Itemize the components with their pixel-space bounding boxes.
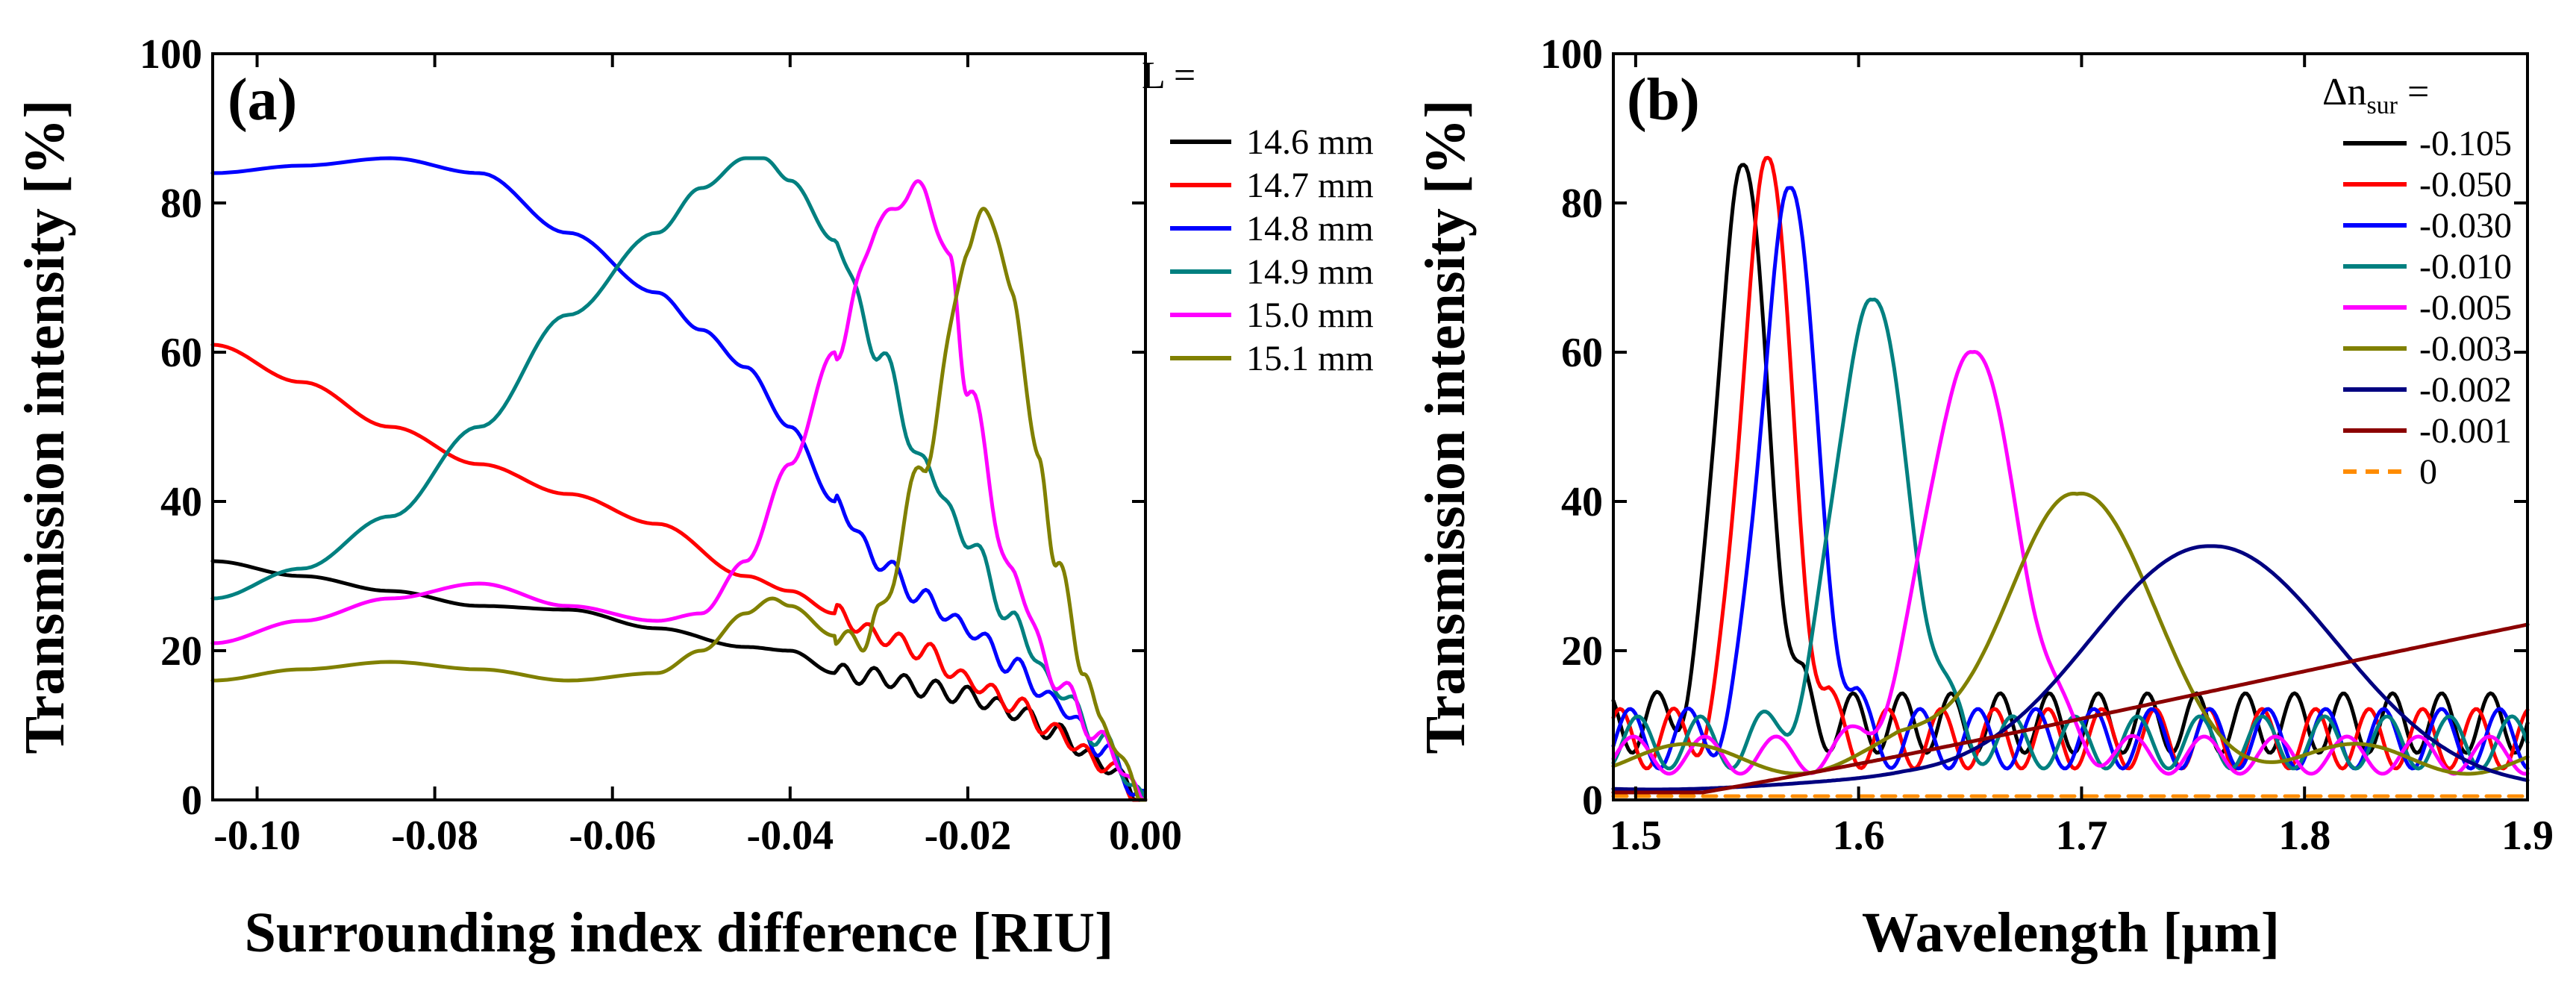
panel-b-y-tick-label: 20: [1561, 628, 1603, 675]
panel-b-legend: Δnsur = -0.105-0.050-0.030-0.010-0.005-0…: [2322, 71, 2512, 492]
panel-a-y-tick-label: 100: [140, 31, 202, 78]
panel-a-x-tick-label: -0.02: [925, 813, 1012, 859]
panel-b-legend-title-sub: sur: [2366, 92, 2398, 119]
panel-a-series-line: [210, 343, 1148, 802]
panel-a-y-axis-title: Transmission intensity [%]: [13, 100, 76, 754]
panel-a-legend-label: 14.6 mm: [1246, 122, 1374, 162]
panel-a: -0.10 -0.08 -0.06 -0.04 -0.02 0.00 0 20 40 60 80 10…: [13, 31, 1374, 964]
panel-a-y-tick-label: 60: [160, 330, 202, 376]
panel-a-legend-label: 15.1 mm: [1246, 339, 1374, 378]
panel-a-legend-label: 14.8 mm: [1246, 209, 1374, 248]
panel-a-series-line: [210, 156, 1148, 802]
panel-a-legend-label: 15.0 mm: [1246, 295, 1374, 335]
panel-b-series-line: [1611, 544, 2530, 792]
panel-a-series-line: [210, 179, 1148, 802]
panel-a-x-tick-label: -0.08: [391, 813, 478, 859]
panel-a-x-tick-label: -0.04: [746, 813, 834, 859]
panel-a-legend-label: 14.7 mm: [1246, 166, 1374, 205]
panel-b-series-line: [1611, 350, 2530, 776]
panel-b-plot-frame: [1612, 52, 2529, 801]
panel-a-series-line: [210, 207, 1148, 802]
panel-b-legend-title-main: Δn: [2322, 71, 2366, 113]
panel-a-x-tick-label: 0.00: [1109, 813, 1182, 859]
panel-b-series-line: [1611, 297, 2530, 771]
panel-a-label: (a): [228, 67, 297, 133]
panel-b-series-line: [1611, 622, 2530, 795]
panel-a-series: [210, 156, 1148, 802]
panel-b-legend-label: -0.105: [2419, 124, 2512, 163]
panel-b-x-tick-label: 1.9: [2501, 813, 2554, 859]
panel-a-x-tick-label: -0.06: [569, 813, 656, 859]
panel-b-x-tick-label: 1.7: [2055, 813, 2107, 859]
panel-a-y-tick-label: 20: [160, 628, 202, 675]
panel-b-series-line: [1611, 491, 2530, 776]
panel-b-legend-label: -0.001: [2419, 411, 2512, 451]
panel-a-legend-label: 14.9 mm: [1246, 252, 1374, 292]
panel-a-legend-title: L =: [1142, 54, 1195, 97]
panel-a-ticks: -0.10 -0.08 -0.06 -0.04 -0.02 0.00 0 20 40 60 80 10…: [140, 31, 1182, 859]
panel-a-series-line: [210, 559, 1148, 802]
panel-b-legend-label: -0.002: [2419, 370, 2512, 410]
panel-a-plot-frame: [211, 52, 1147, 801]
panel-b-legend-label: -0.005: [2419, 288, 2512, 328]
panel-b-series-line: [1611, 186, 2530, 771]
panel-b-label: (b): [1627, 67, 1700, 133]
panel-a-x-tick-label: -0.10: [213, 813, 301, 859]
panel-b-x-tick-label: 1.6: [1833, 813, 1885, 859]
panel-b-x-axis-title: Wavelength [μm]: [1862, 901, 2280, 964]
panel-b-y-tick-label: 0: [1582, 778, 1603, 824]
panel-b-legend-title: Δnsur =: [2322, 71, 2429, 119]
panel-b-legend-label: -0.010: [2419, 247, 2512, 287]
panel-b-x-tick-label: 1.5: [1610, 813, 1662, 859]
panel-a-series-line: [210, 156, 1148, 802]
panel-a-x-axis-title: Surrounding index difference [RIU]: [245, 901, 1114, 964]
panel-b-x-tick-label: 1.8: [2278, 813, 2330, 859]
panel-b-series: [1611, 155, 2530, 798]
panel-b-legend-label: 0: [2419, 452, 2437, 492]
panel-b-ticks: 1.5 1.6 1.7 1.8 1.9 0 20 40 60 80 100: [1540, 31, 2554, 859]
panel-a-y-tick-label: 80: [160, 181, 202, 227]
panel-a-y-tick-label: 40: [160, 479, 202, 525]
panel-b-y-tick-label: 40: [1561, 479, 1603, 525]
panel-b-legend-label: -0.030: [2419, 206, 2512, 246]
panel-b-series-line: [1611, 155, 2530, 771]
panel-b-legend-label: -0.003: [2419, 329, 2512, 369]
panel-b-y-tick-label: 60: [1561, 330, 1603, 376]
panel-b-legend-label: -0.050: [2419, 165, 2512, 204]
panel-a-y-tick-label: 0: [181, 778, 202, 824]
panel-b-y-tick-label: 100: [1540, 31, 1603, 78]
panel-b: 1.5 1.6 1.7 1.8 1.9 0 20 40 60 80 100 (b) Waveleng…: [1414, 31, 2554, 964]
panel-b-y-axis-title: Transmission intensity [%]: [1414, 100, 1477, 754]
panel-b-legend-title-suffix: =: [2398, 71, 2429, 113]
panel-b-y-tick-label: 80: [1561, 181, 1603, 227]
